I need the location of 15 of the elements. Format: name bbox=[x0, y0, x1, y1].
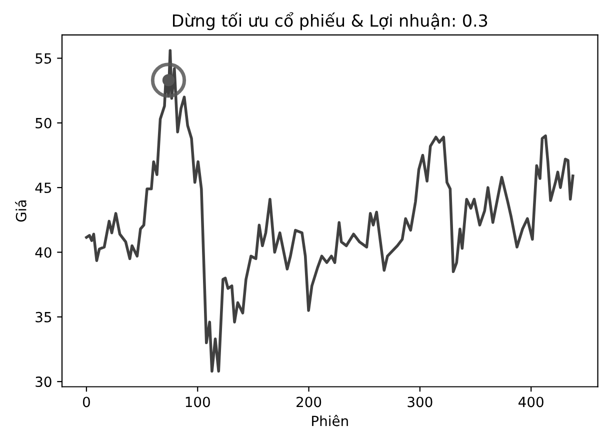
line-series bbox=[85, 49, 574, 373]
y-tick-label: 35 bbox=[36, 312, 52, 322]
x-tick-label: 0 bbox=[82, 396, 90, 408]
x-axis-title: Phiên bbox=[312, 414, 348, 426]
y-tick-label: 30 bbox=[36, 376, 52, 388]
y-tick-label: 40 bbox=[35, 247, 52, 258]
x-tick-label: 100 bbox=[186, 396, 210, 408]
chart-title: Dừng tối ưu cổ phiếu & Lợi nhuận: 0.3 bbox=[173, 12, 488, 30]
y-tick-label: 50 bbox=[36, 118, 52, 128]
y-tick-label: 55 bbox=[36, 53, 52, 64]
x-tick-label: 300 bbox=[408, 396, 432, 408]
y-tick-label: 45 bbox=[35, 182, 52, 194]
x-tick-label: 200 bbox=[296, 396, 322, 408]
x-tick-label: 400 bbox=[518, 396, 544, 408]
y-axis-title: Giá bbox=[15, 200, 26, 222]
